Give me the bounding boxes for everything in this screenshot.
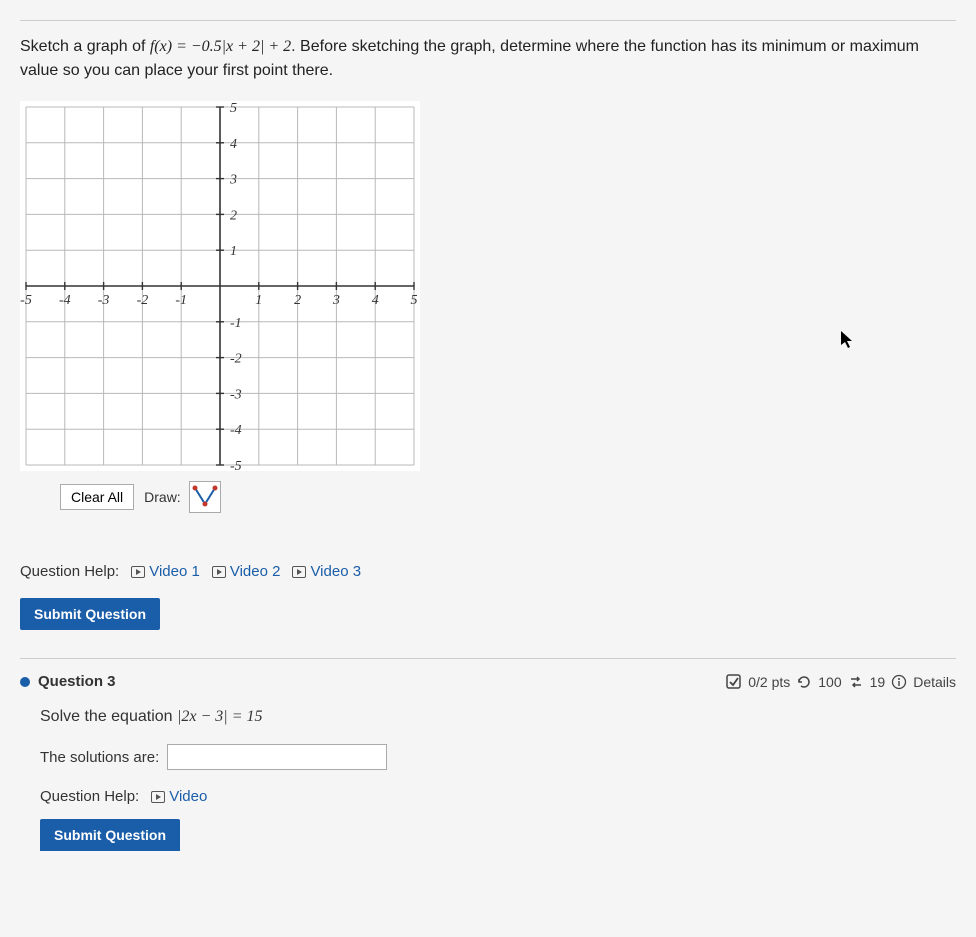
- svg-text:-4: -4: [230, 423, 242, 438]
- svg-text:-4: -4: [59, 293, 71, 308]
- equation: |2x − 3| = 15: [177, 708, 263, 725]
- svg-text:-5: -5: [230, 459, 242, 471]
- question3-header: Question 3 0/2 pts 100 19 Details: [20, 673, 956, 690]
- coordinate-grid[interactable]: -5 -4 -3 -2 -1 1 2 3 4 5 -5 -4 -3 -2 -1 1 2 3 4 5: [20, 101, 420, 471]
- attempts-text: 100: [818, 674, 841, 690]
- video2-link[interactable]: Video 2: [212, 563, 281, 580]
- svg-text:5: 5: [411, 293, 418, 308]
- retry-icon: [796, 674, 812, 690]
- swap-icon: [848, 674, 864, 690]
- checkbox-icon: [726, 674, 742, 690]
- pts-text: 0/2 pts: [748, 674, 790, 690]
- graph-container: -5 -4 -3 -2 -1 1 2 3 4 5 -5 -4 -3 -2 -1 1 2 3 4 5 Clear All…: [20, 101, 956, 513]
- help-label: Question Help:: [20, 563, 119, 580]
- question3-meta: 0/2 pts 100 19 Details: [726, 674, 956, 690]
- top-divider: [20, 20, 956, 21]
- svg-text:1: 1: [230, 244, 237, 259]
- play-icon: [212, 566, 226, 578]
- question-status-dot: [20, 677, 30, 687]
- svg-text:3: 3: [332, 293, 340, 308]
- svg-text:4: 4: [230, 137, 237, 152]
- svg-text:-5: -5: [20, 293, 32, 308]
- question3-prompt: Solve the equation |2x − 3| = 15: [40, 708, 956, 726]
- play-icon: [151, 791, 165, 803]
- submit-question2-button[interactable]: Submit Question: [20, 598, 160, 630]
- draw-label: Draw:: [144, 489, 181, 505]
- clear-all-button[interactable]: Clear All: [60, 484, 134, 510]
- absval-icon: [192, 484, 218, 510]
- submit-question3-button[interactable]: Submit Question: [40, 819, 180, 851]
- question-divider: [20, 658, 956, 659]
- graph-canvas[interactable]: -5 -4 -3 -2 -1 1 2 3 4 5 -5 -4 -3 -2 -1 1 2 3 4 5: [20, 101, 420, 471]
- svg-text:-3: -3: [98, 293, 110, 308]
- svg-text:-2: -2: [137, 293, 149, 308]
- cursor-icon: [840, 330, 856, 355]
- draw-tool-absval-button[interactable]: [189, 481, 221, 513]
- question3-title: Question 3: [38, 673, 116, 690]
- svg-text:-3: -3: [230, 387, 242, 402]
- details-link[interactable]: Details: [913, 674, 956, 690]
- question2-prompt: Sketch a graph of f(x) = −0.5|x + 2| + 2…: [20, 35, 920, 83]
- question3-help-row: Question Help: Video: [40, 788, 956, 805]
- solutions-label: The solutions are:: [40, 749, 159, 766]
- q3-video-link[interactable]: Video: [151, 788, 207, 805]
- solutions-input[interactable]: [167, 744, 387, 770]
- graph-toolbar: Clear All Draw:: [60, 481, 956, 513]
- svg-text:-2: -2: [230, 352, 242, 367]
- help-label: Question Help:: [40, 788, 139, 805]
- svg-text:3: 3: [229, 173, 237, 188]
- info-icon: [891, 674, 907, 690]
- svg-text:2: 2: [294, 293, 301, 308]
- svg-text:-1: -1: [230, 316, 242, 331]
- function-rhs: −0.5|x + 2| + 2: [191, 38, 291, 55]
- svg-text:-1: -1: [175, 293, 187, 308]
- question2-help-row: Question Help: Video 1 Video 2 Video 3: [20, 563, 956, 580]
- answer-row: The solutions are:: [40, 744, 956, 770]
- video3-link[interactable]: Video 3: [292, 563, 361, 580]
- page: Sketch a graph of f(x) = −0.5|x + 2| + 2…: [20, 20, 956, 851]
- tries-text: 19: [870, 674, 886, 690]
- svg-text:5: 5: [230, 101, 237, 116]
- play-icon: [131, 566, 145, 578]
- svg-text:1: 1: [255, 293, 262, 308]
- play-icon: [292, 566, 306, 578]
- video1-link[interactable]: Video 1: [131, 563, 200, 580]
- function-lhs: f(x) =: [150, 38, 191, 55]
- svg-text:4: 4: [372, 293, 379, 308]
- svg-text:2: 2: [230, 208, 237, 223]
